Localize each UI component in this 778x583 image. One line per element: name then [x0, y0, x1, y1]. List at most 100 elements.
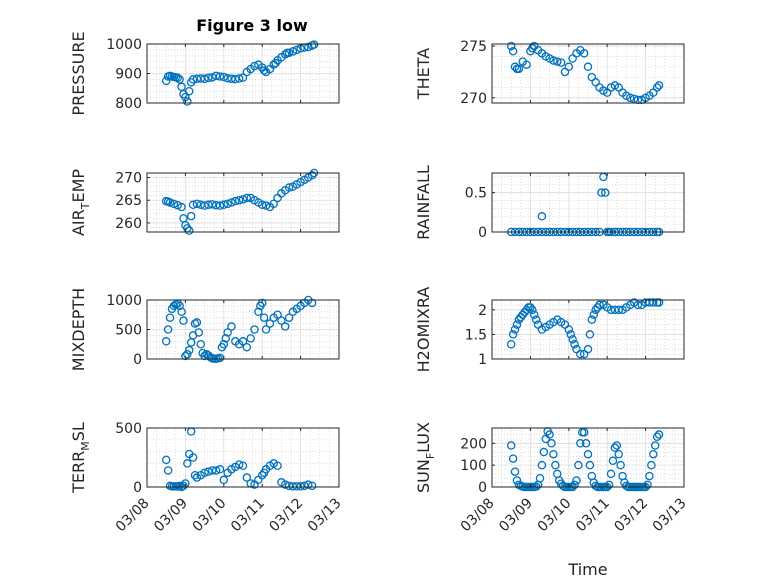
data-point — [508, 330, 518, 339]
data-point — [296, 482, 305, 491]
y-tick-label: 0 — [133, 480, 142, 496]
y-axis-label: TERRMSL — [69, 422, 92, 494]
data-point — [528, 43, 537, 53]
data-point — [165, 313, 175, 322]
data-point — [537, 460, 547, 470]
data-point — [165, 198, 175, 207]
y-tick-label: 270 — [115, 171, 142, 187]
data-point — [604, 480, 614, 490]
data-point — [246, 334, 255, 343]
data-point — [280, 322, 290, 331]
data-point — [612, 441, 622, 450]
data-point — [551, 460, 560, 470]
y-tick-label: 275 — [460, 39, 487, 55]
data-point — [526, 303, 535, 312]
y-tick-label: 0.5 — [465, 186, 487, 202]
data-point — [163, 466, 173, 475]
data-point — [608, 456, 618, 466]
data-point — [647, 460, 656, 470]
data-point — [529, 310, 539, 319]
data-point — [614, 449, 623, 459]
data-point — [200, 74, 209, 84]
data-point — [645, 471, 654, 481]
data-point — [512, 320, 522, 329]
data-point — [576, 439, 585, 448]
data-point — [284, 313, 294, 322]
data-point — [173, 73, 182, 83]
data-point — [583, 344, 593, 354]
y-tick-label: 1 — [478, 352, 487, 368]
data-point — [535, 474, 545, 483]
data-point — [161, 337, 171, 346]
data-point — [564, 325, 574, 334]
y-tick-label: 500 — [115, 421, 142, 437]
data-point — [583, 449, 593, 459]
data-point — [259, 66, 269, 75]
data-point — [188, 453, 198, 462]
data-point — [234, 460, 244, 469]
data-point — [649, 449, 658, 459]
data-point — [576, 349, 585, 359]
data-point — [221, 334, 230, 343]
data-point — [506, 41, 516, 51]
subplot-h2omixra: 1 1.5 2 H2OMIXRA — [414, 287, 685, 372]
data-point — [564, 62, 574, 72]
data-point — [238, 461, 248, 471]
data-point — [238, 73, 248, 82]
y-axis-label: THETA — [414, 48, 433, 100]
data-point — [292, 45, 302, 55]
data-point — [284, 48, 294, 58]
y-tick-label: 1000 — [106, 37, 142, 53]
data-point — [514, 64, 524, 74]
data-point — [549, 56, 558, 65]
data-point — [200, 351, 209, 361]
y-axis-label: MIXDEPTH — [69, 288, 88, 371]
data-point — [508, 46, 518, 56]
subplot-rainfall: 0 0.5 RAINFALL — [414, 165, 685, 241]
data-point — [280, 480, 290, 489]
data-point — [257, 298, 267, 308]
data-point — [231, 74, 240, 84]
data-point — [234, 195, 244, 205]
data-point — [545, 430, 554, 439]
data-point — [215, 72, 225, 81]
data-point — [570, 480, 579, 490]
data-point — [177, 307, 186, 317]
x-axis-label: Time — [567, 560, 607, 579]
data-point — [583, 62, 593, 72]
data-point — [610, 443, 620, 452]
data-point — [654, 298, 664, 307]
y-tick-label: 2 — [478, 303, 487, 319]
data-point — [625, 93, 635, 103]
y-tick-label: 1.5 — [465, 327, 487, 343]
data-point — [568, 335, 577, 344]
axes-box — [146, 172, 340, 233]
data-point — [265, 319, 275, 328]
data-point — [219, 72, 229, 82]
data-point — [643, 480, 652, 490]
y-tick-label: 270 — [460, 91, 487, 107]
data-point — [649, 298, 658, 307]
data-point — [208, 200, 217, 209]
y-tick-label: 0 — [478, 225, 487, 241]
data-point — [234, 74, 244, 83]
axes-box — [491, 299, 685, 360]
y-tick-label: 200 — [460, 436, 487, 452]
data-point — [654, 81, 664, 90]
data-point — [196, 339, 206, 349]
data-point — [257, 200, 267, 210]
data-point — [566, 330, 575, 339]
data-point — [601, 188, 610, 197]
data-point — [186, 211, 196, 221]
data-point — [510, 467, 520, 476]
data-point — [547, 439, 556, 448]
data-point — [633, 300, 643, 310]
data-point — [192, 199, 202, 209]
subplot-air-temp: 260 265 270 AIRTEMP — [69, 169, 340, 236]
subplot-pressure: 800 900 1000 PRESSURE — [69, 31, 340, 116]
data-point — [183, 350, 192, 359]
data-point — [273, 310, 282, 319]
data-point — [556, 58, 566, 67]
